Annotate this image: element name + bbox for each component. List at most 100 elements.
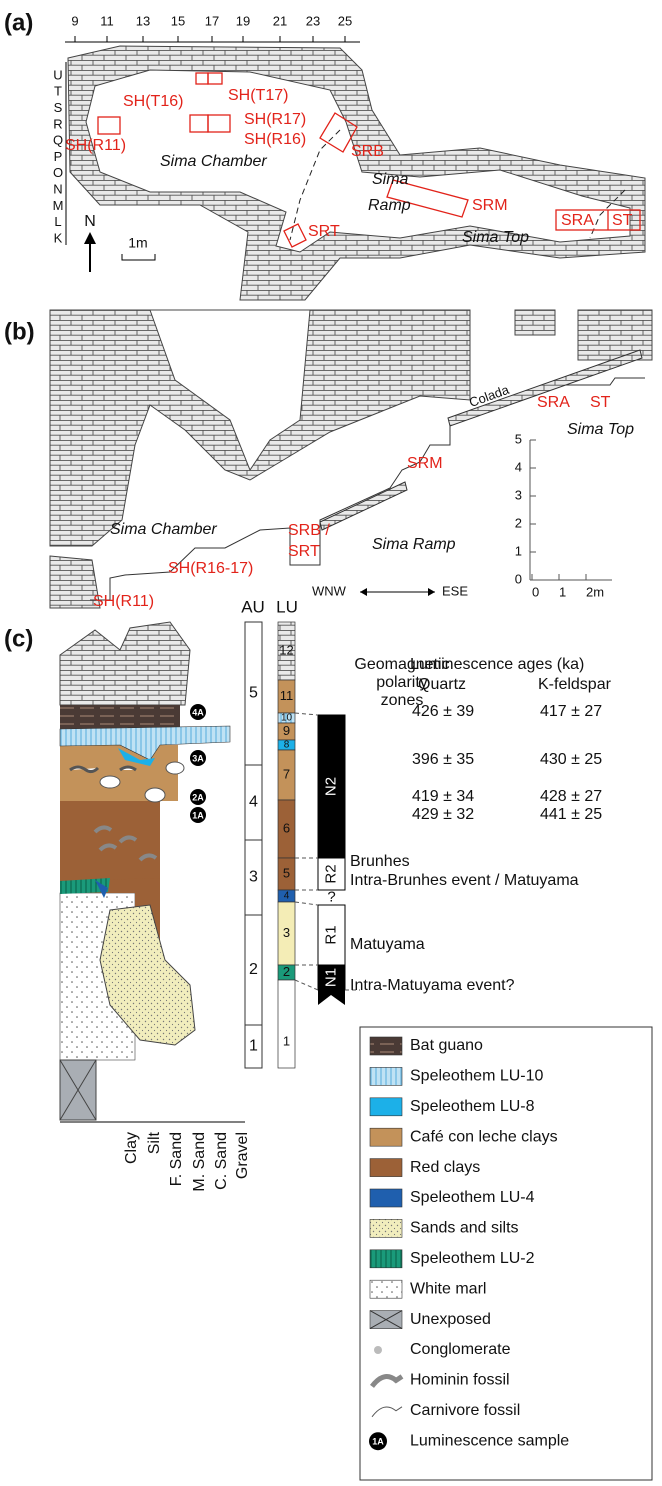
polarity-label: R2 — [322, 864, 339, 883]
panel-a-map — [65, 42, 645, 300]
panel-label: (b) — [4, 318, 35, 345]
site-label: SRB — [351, 143, 384, 160]
section-label: Sima Chamber — [110, 521, 217, 538]
sample-label: 2A — [192, 792, 204, 802]
sample-label: 4A — [192, 707, 204, 717]
polarity-tip — [318, 990, 345, 1005]
chron-label: Brunhes — [350, 853, 410, 870]
correlation-line — [295, 980, 318, 990]
legend-label: Speleothem LU-2 — [410, 1250, 535, 1267]
legend-label: Unexposed — [410, 1311, 491, 1328]
legend-swatch — [370, 1067, 402, 1085]
legend-swatch — [370, 1280, 402, 1298]
grid-row: M — [53, 198, 64, 213]
lu-label: 12 — [279, 642, 293, 657]
lu-label: 11 — [280, 688, 294, 703]
figure: (a)91113151719212325UTSRQPONMLKSH(T16)SH… — [0, 0, 662, 1486]
rock — [515, 310, 555, 335]
grid-column: 9 — [71, 13, 78, 28]
north-arrow-head — [84, 232, 96, 244]
age-quartz: 426 ± 39 — [412, 703, 474, 720]
grid-row: K — [54, 230, 63, 245]
site-label: SH(T17) — [228, 87, 288, 104]
scale-tick-label: 0 — [515, 571, 522, 586]
panel-label: (a) — [4, 9, 33, 36]
legend-label: White marl — [410, 1280, 486, 1297]
au-label: 1 — [249, 1038, 258, 1055]
legend-icon-label: 1A — [372, 1437, 384, 1447]
grid-column: 13 — [136, 13, 150, 28]
grid-column: 21 — [273, 13, 287, 28]
legend-label: Hominin fossil — [410, 1372, 510, 1389]
legend-swatch — [370, 1128, 402, 1146]
site-label: SRM — [472, 197, 508, 214]
grid-row: S — [54, 100, 63, 115]
lu-label: 9 — [283, 723, 290, 738]
area-label: Sima Chamber — [160, 153, 267, 170]
scale-tick-label: 2 — [515, 515, 522, 530]
au-label: 2 — [249, 961, 258, 978]
scale-tick-label: 3 — [515, 487, 522, 502]
legend-label: Speleothem LU-10 — [410, 1068, 544, 1085]
site-label: SH(R16) — [244, 131, 306, 148]
grid-column: 11 — [100, 13, 114, 28]
grid-row: L — [54, 214, 61, 229]
grid-row: Q — [53, 133, 63, 148]
age-kfeldspar: 417 ± 27 — [540, 703, 602, 720]
legend-swatch — [370, 1250, 402, 1268]
section-label: Sima Top — [567, 421, 634, 438]
scale-tick-label: 5 — [515, 431, 522, 446]
age-kfeldspar: 428 ± 27 — [540, 788, 602, 805]
direction-label: WNW — [312, 583, 347, 598]
area-label: Sima Top — [462, 229, 529, 246]
legend-label: Bat guano — [410, 1037, 483, 1054]
legend-swatch — [370, 1098, 402, 1116]
lu-label: 7 — [283, 766, 290, 781]
grid-row: T — [54, 84, 62, 99]
column-header: LU — [276, 597, 298, 616]
au-label: 3 — [249, 869, 258, 886]
scale-tick-label: 2m — [586, 584, 604, 599]
grid-row: R — [53, 116, 62, 131]
column-header: AU — [241, 597, 265, 616]
legend-label: Speleothem LU-8 — [410, 1098, 535, 1115]
legend-swatch — [370, 1037, 402, 1055]
lu-unit — [278, 980, 295, 1068]
header: Luminescence ages (ka) — [410, 656, 584, 673]
scale-tick-label: 1 — [559, 584, 566, 599]
legend-label: Red clays — [410, 1159, 480, 1176]
polarity-label: R1 — [322, 925, 339, 944]
north-label: N — [84, 213, 96, 230]
direction-label: ESE — [442, 583, 468, 598]
scale-bar — [122, 254, 155, 260]
correlation-line — [295, 902, 318, 905]
au-label: 5 — [249, 685, 258, 702]
grain-size-label: Clay — [123, 1132, 140, 1164]
age-quartz: 396 ± 35 — [412, 751, 474, 768]
grid-row: P — [54, 149, 63, 164]
polarity-label: ? — [327, 888, 335, 905]
bat-guano — [60, 705, 180, 729]
correlation-line — [295, 713, 318, 715]
grain-size-label: F. Sand — [168, 1132, 185, 1186]
legend-label: Luminescence sample — [410, 1432, 569, 1449]
section-label: SH(R16-17) — [168, 560, 253, 577]
breccia-blocks — [60, 622, 190, 705]
legend-icon — [374, 1346, 382, 1354]
polarity-label: N2 — [322, 777, 339, 796]
scale-tick-label: 4 — [515, 459, 522, 474]
sample-label: 3A — [192, 753, 204, 763]
grid-row: O — [53, 165, 63, 180]
grain-size-label: Gravel — [234, 1132, 251, 1179]
lu-label: 2 — [283, 964, 290, 979]
grid-column: 23 — [306, 13, 320, 28]
section-label: SRM — [407, 455, 443, 472]
age-kfeldspar: 430 ± 25 — [540, 751, 602, 768]
area-label: Ramp — [368, 197, 411, 214]
chron-label: Intra-Brunhes event / Matuyama — [350, 872, 579, 889]
polarity-label: N1 — [322, 968, 339, 987]
site-label: SRT — [308, 223, 340, 240]
grain-size-label: Silt — [146, 1131, 163, 1154]
lu-label: 5 — [283, 865, 290, 880]
legend-label: Café con leche clays — [410, 1128, 558, 1145]
